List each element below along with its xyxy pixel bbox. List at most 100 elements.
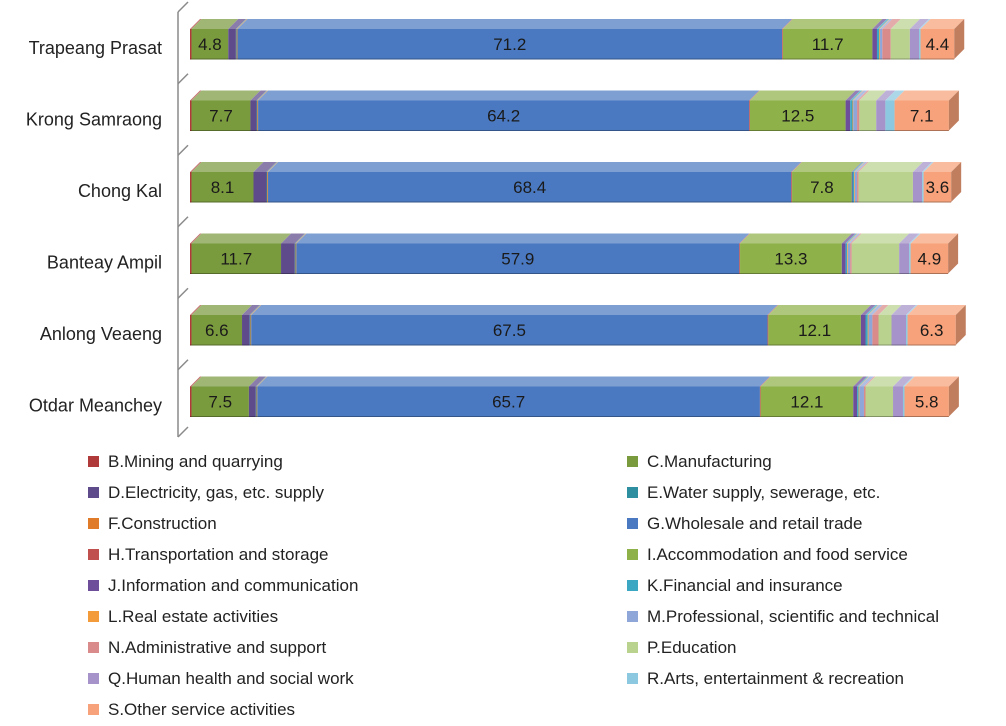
bar-top [191,233,292,244]
legend-item: H.Transportation and storage [88,545,329,564]
data-label: 4.8 [198,35,222,54]
bar-top [191,19,239,29]
bar-top [899,233,920,244]
bar [851,243,900,274]
legend-label: E.Water supply, sewerage, etc. [647,483,880,502]
bar-top [792,162,862,172]
legend-label: K.Financial and insurance [647,576,843,595]
bar-segment [295,233,307,274]
bar [904,386,949,417]
bar-end-face [954,19,965,59]
legend-swatch [88,487,99,498]
legend-label: J.Information and communication [108,576,358,595]
bar [858,172,913,202]
bar-segment [791,162,803,203]
bar-top [845,90,861,101]
legend-label: L.Real estate activities [108,607,278,626]
bar-segment [228,19,246,60]
bar-top [258,90,760,101]
bar [248,386,256,417]
bar-segment [879,19,891,60]
bar [851,172,853,202]
bar [857,100,860,131]
bar-top [251,305,778,315]
bar-segment [782,19,883,60]
bar-segment [190,162,202,203]
bar-top [235,19,247,29]
bar-segment [876,19,890,60]
legend-item: I.Accommodation and food service [627,545,908,564]
bar-segment [296,233,750,274]
bar-segment [190,233,202,274]
bar [190,29,192,59]
bar-top [190,19,202,29]
bar-segment [865,376,904,417]
bar-segment [759,376,771,417]
bar [859,386,864,417]
legend-item: G.Wholesale and retail trade [627,514,862,533]
bar [879,29,881,59]
bar [845,100,851,131]
bar [249,315,251,345]
bar-segment [190,305,202,346]
bar-top [880,19,893,29]
bar-segment [841,233,856,274]
bar-top [857,162,869,172]
bar [190,100,192,131]
bar [256,386,258,417]
legend-swatch [627,487,638,498]
bar [256,100,258,131]
data-label: 11.7 [220,250,252,269]
legend-label: G.Wholesale and retail trade [647,514,862,533]
legend-swatch [88,518,99,529]
data-label: 5.8 [915,393,939,412]
bar-top [857,90,870,101]
bar [791,172,793,202]
bar-segment [882,19,901,60]
bar-segment [191,376,259,417]
legend-item: E.Water supply, sewerage, etc. [627,483,880,502]
bar [872,29,877,59]
legend-label: D.Electricity, gas, etc. supply [108,483,325,502]
data-label: 11.7 [812,35,844,54]
bar-segment [845,233,858,274]
category-label: Anlong Veaeng [40,324,162,344]
bar [295,243,297,274]
bar-segment [740,233,852,274]
axis-tick [177,287,189,299]
bar [759,386,761,417]
bar [266,172,268,202]
bar-segment [190,19,202,60]
bar [749,100,750,131]
bar-top [882,19,901,29]
bar-segment [749,90,760,131]
legend-swatch [88,704,99,715]
bar-top [191,305,253,315]
bar [768,315,861,345]
bar-top [876,19,890,29]
legend-label: Q.Human health and social work [108,669,354,688]
bar-segment [739,233,751,274]
bar-segment [768,305,871,346]
bar [792,172,852,202]
bar-top [919,19,931,29]
bar [257,386,760,417]
bar [899,243,910,274]
bar [853,386,858,417]
bar [922,172,924,202]
bar-segment [257,376,770,417]
bar-top [902,376,915,387]
bar [237,29,783,59]
bar-segment [906,305,918,346]
bar-top [868,305,883,315]
legend-label: H.Transportation and storage [108,545,329,564]
bar-segment [890,19,920,60]
bar [894,100,949,131]
bar [860,315,866,345]
bar-top [912,162,933,172]
bar-top [885,90,905,101]
bar-segment [242,305,260,346]
legend-swatch [88,549,99,560]
bar-top [847,233,861,244]
bar-segment [854,162,865,203]
